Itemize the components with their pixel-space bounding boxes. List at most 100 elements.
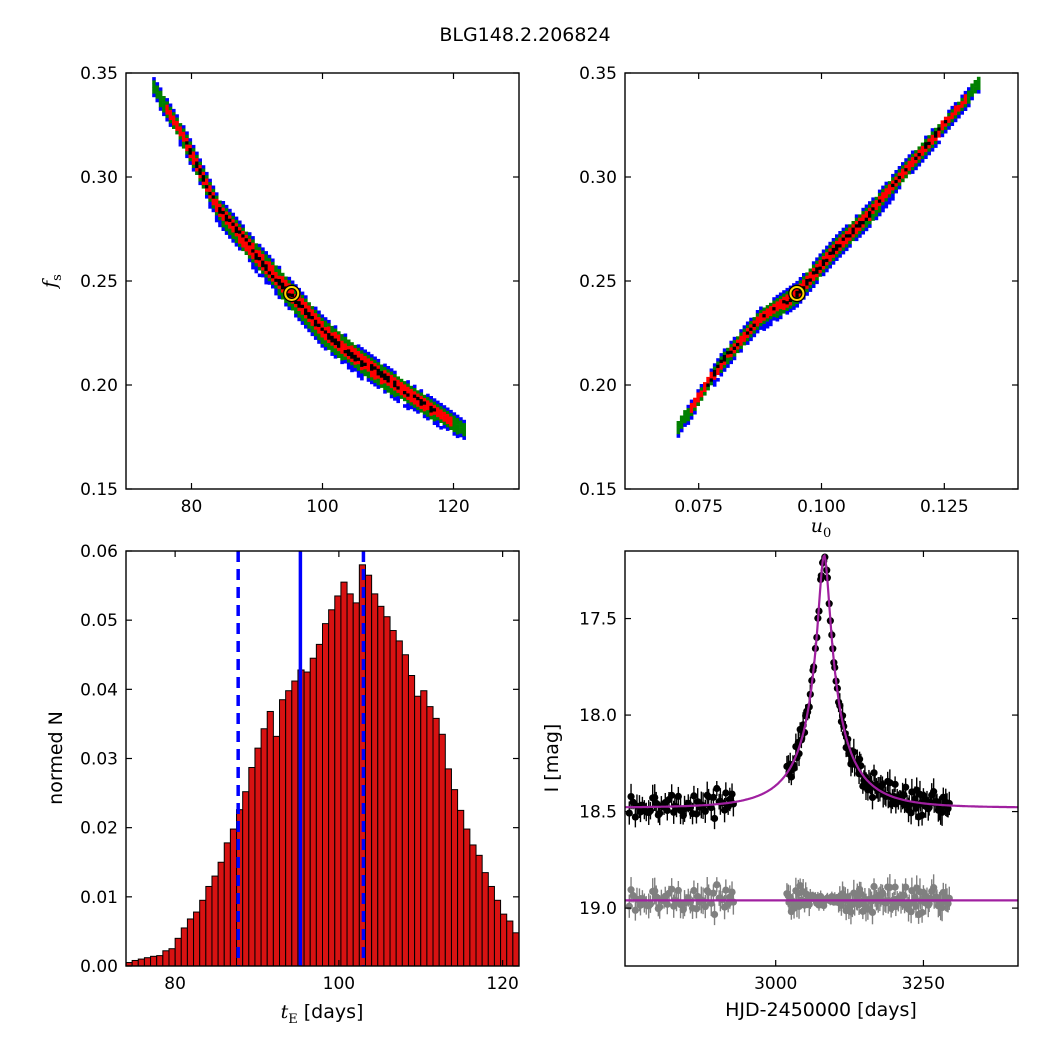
residual-point — [907, 908, 915, 916]
density-cell — [165, 101, 169, 105]
density-cell — [679, 422, 684, 426]
density-cell — [323, 340, 328, 344]
density-cell — [877, 192, 882, 197]
density-cell — [294, 307, 298, 311]
residual-point — [728, 888, 736, 896]
density-cell — [300, 308, 305, 312]
density-cell — [399, 378, 404, 383]
density-cell — [234, 233, 239, 237]
density-cell — [211, 205, 216, 209]
density-cell — [228, 225, 232, 229]
density-cell — [696, 402, 700, 406]
histogram-bar — [211, 875, 219, 967]
density-cell — [165, 114, 169, 119]
density-cell — [967, 90, 971, 95]
density-cell — [178, 129, 183, 134]
density-cell — [205, 178, 209, 183]
density-cell — [327, 346, 331, 350]
density-cell — [805, 272, 809, 276]
density-cell — [432, 404, 437, 409]
density-cell — [264, 254, 268, 258]
density-cell — [254, 263, 259, 267]
density-cell — [231, 229, 235, 233]
density-cell — [907, 170, 912, 175]
density-cell — [337, 337, 341, 342]
density-cell — [452, 415, 457, 420]
density-cell — [168, 116, 173, 121]
density-cell — [360, 376, 364, 381]
density-cell — [459, 420, 463, 425]
density-cell — [172, 118, 176, 123]
density-cell — [802, 286, 806, 290]
density-cell — [811, 271, 816, 275]
density-cell — [399, 385, 404, 389]
density-cell — [416, 406, 420, 411]
density-cell — [383, 390, 387, 394]
histogram-bar — [383, 616, 391, 967]
density-cell — [957, 108, 961, 112]
density-cell — [844, 234, 849, 238]
density-cell — [304, 321, 308, 326]
density-cell — [412, 384, 417, 389]
residual-point — [902, 883, 910, 891]
density-cell — [778, 299, 783, 303]
density-cell — [343, 340, 348, 344]
density-cell — [772, 317, 776, 321]
density-cell — [426, 416, 430, 421]
density-cell — [155, 85, 160, 90]
density-cell — [284, 276, 288, 281]
density-cell — [930, 148, 935, 152]
density-cell — [798, 283, 803, 288]
density-cell — [782, 306, 786, 311]
density-cell — [881, 202, 885, 206]
density-cell — [934, 144, 938, 148]
density-cell — [323, 346, 328, 351]
density-cell — [436, 410, 440, 415]
density-cell — [274, 278, 278, 283]
density-cell — [373, 356, 377, 361]
photometry-point — [870, 769, 878, 777]
density-cell — [818, 263, 823, 267]
density-cell — [877, 199, 882, 204]
density-cell — [228, 235, 232, 239]
density-cell — [214, 195, 219, 200]
density-cell — [950, 105, 955, 110]
density-cell — [363, 349, 367, 354]
density-cell — [868, 207, 872, 212]
density-cell — [224, 228, 229, 232]
density-cell — [363, 366, 367, 370]
histogram-bar — [463, 828, 471, 967]
density-cell — [333, 348, 338, 352]
density-cell — [752, 333, 757, 338]
density-cell — [778, 305, 783, 310]
density-cell — [360, 373, 364, 378]
density-cell — [712, 376, 717, 381]
density-cell — [340, 337, 344, 341]
density-cell — [191, 154, 196, 159]
density-cell — [376, 375, 381, 379]
density-cell — [426, 393, 430, 398]
histogram-bar — [309, 657, 317, 967]
density-cell — [323, 343, 328, 348]
density-cell — [188, 158, 193, 162]
density-cell — [422, 398, 427, 402]
density-cell — [930, 134, 935, 139]
density-cell — [370, 360, 374, 365]
density-cell — [333, 338, 338, 343]
density-cell — [346, 359, 351, 363]
photometry-point — [902, 783, 910, 791]
density-cell — [844, 244, 849, 248]
density-cell — [185, 151, 189, 155]
density-cell — [749, 337, 753, 342]
density-cell — [264, 274, 268, 278]
density-cell — [891, 183, 895, 188]
density-cell — [821, 269, 826, 273]
density-cell — [736, 336, 740, 340]
density-cell — [178, 136, 183, 140]
density-cell — [370, 357, 374, 362]
histogram-bar — [193, 911, 201, 967]
density-cell — [376, 378, 381, 383]
photometry-point — [690, 792, 698, 800]
density-cell — [459, 433, 463, 438]
density-cell — [214, 198, 219, 203]
